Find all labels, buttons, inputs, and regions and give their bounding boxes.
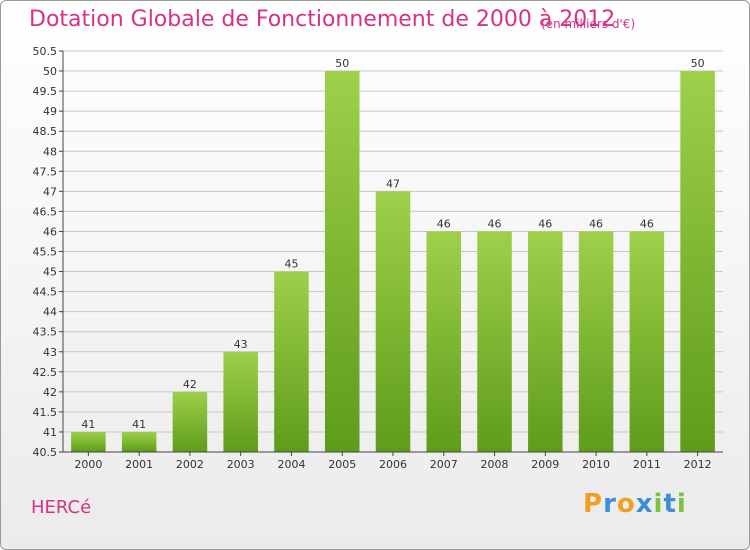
- proxiti-logo: Proxiti: [583, 489, 687, 519]
- x-tick-label: 2004: [277, 458, 305, 471]
- y-tick-label: 42.5: [33, 366, 58, 379]
- data-label: 46: [437, 217, 451, 230]
- y-tick-label: 44.5: [33, 286, 58, 299]
- data-label: 46: [640, 217, 654, 230]
- y-tick-labels: 40.5 41 41.5 42 42.5 43 43.5 44 44.5 45 45.5 46 46.5…: [33, 45, 58, 459]
- x-tick-label: 2010: [582, 458, 610, 471]
- y-tick-label: 49.5: [33, 85, 58, 98]
- bar-2001: [121, 431, 157, 452]
- data-labels: 41 41 42 43 45 50 47 46 46 46 46 46 50: [81, 57, 704, 431]
- x-tick-label: 2002: [176, 458, 204, 471]
- data-label: 45: [284, 258, 298, 271]
- x-tick-label: 2006: [379, 458, 407, 471]
- y-tick-label: 50: [43, 65, 57, 78]
- y-tick-label: 41.5: [33, 406, 58, 419]
- bar-2003: [223, 351, 258, 452]
- logo-letter: r: [603, 489, 617, 519]
- y-tick-label: 49: [43, 105, 57, 118]
- bar-2002: [172, 391, 208, 452]
- bar-2004: [274, 271, 309, 452]
- logo-letter: P: [583, 489, 604, 519]
- y-tick-label: 46.5: [33, 205, 58, 218]
- y-tick-label: 44: [43, 306, 57, 319]
- y-tick-label: 40.5: [33, 446, 58, 459]
- x-tick-label: 2000: [74, 458, 102, 471]
- y-tick-label: 47.5: [33, 165, 58, 178]
- y-tick-label: 48.5: [33, 125, 58, 138]
- data-label: 41: [132, 418, 146, 431]
- data-label: 41: [81, 418, 95, 431]
- bar-2005: [324, 71, 360, 453]
- bar-2000: [71, 431, 106, 452]
- x-tick-label: 2003: [227, 458, 255, 471]
- logo-letter: o: [616, 489, 636, 519]
- y-tick-label: 46: [43, 225, 57, 238]
- y-tick-label: 45: [43, 266, 57, 279]
- x-tick-labels: 2000 2001 2002 2003 2004 2005 2006 2007 2008 2009…: [74, 452, 712, 471]
- chart-title: Dotation Globale de Fonctionnement de 20…: [29, 7, 616, 32]
- y-tick-label: 42: [43, 386, 57, 399]
- bar-2008: [477, 231, 512, 452]
- logo-letter: t: [663, 489, 677, 519]
- logo-letter: i: [653, 489, 664, 519]
- data-label: 42: [183, 378, 197, 391]
- x-tick-label: 2005: [328, 458, 356, 471]
- data-label: 50: [335, 57, 349, 70]
- logo-letter: i: [676, 489, 687, 519]
- data-label: 46: [488, 217, 502, 230]
- bar-2006: [375, 191, 411, 452]
- bars: [71, 71, 715, 453]
- y-tick-label: 50.5: [33, 45, 58, 58]
- data-label: 46: [589, 217, 603, 230]
- y-tick-label: 47: [43, 185, 57, 198]
- y-tick-label: 45.5: [33, 246, 58, 259]
- bar-2011: [629, 231, 665, 452]
- y-tick-label: 41: [43, 426, 57, 439]
- bar-2012: [680, 71, 715, 453]
- x-tick-label: 2009: [531, 458, 559, 471]
- logo-letter: x: [635, 489, 654, 519]
- x-tick-label: 2001: [125, 458, 153, 471]
- bar-2010: [578, 231, 614, 452]
- x-tick-label: 2012: [684, 458, 712, 471]
- commune-name: HERCé: [31, 497, 92, 518]
- data-label: 43: [234, 338, 248, 351]
- y-tick-label: 48: [43, 145, 57, 158]
- bar-2007: [426, 231, 462, 452]
- y-tick-label: 43: [43, 346, 57, 359]
- chart-subtitle: (en milliers d'€): [541, 17, 636, 31]
- data-label: 46: [538, 217, 552, 230]
- data-label: 47: [386, 177, 400, 190]
- bar-2009: [528, 231, 563, 452]
- x-tick-label: 2008: [481, 458, 509, 471]
- y-tick-label: 43.5: [33, 326, 58, 339]
- data-label: 50: [691, 57, 705, 70]
- x-tick-label: 2007: [430, 458, 458, 471]
- x-tick-label: 2011: [633, 458, 661, 471]
